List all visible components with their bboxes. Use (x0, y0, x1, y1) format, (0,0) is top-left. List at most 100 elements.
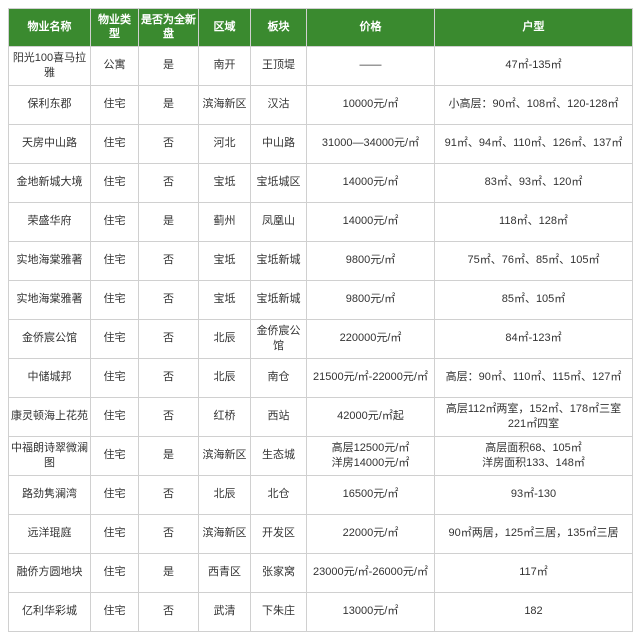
cell-price: 10000元/㎡ (307, 85, 435, 124)
cell-plate: 南仓 (251, 358, 307, 397)
col-header-name: 物业名称 (9, 9, 91, 47)
cell-region: 武清 (199, 592, 251, 631)
table-row: 阳光100喜马拉雅公寓是南开王顶堤——47㎡-135㎡ (9, 46, 633, 85)
cell-new: 否 (139, 358, 199, 397)
cell-new: 是 (139, 553, 199, 592)
cell-price: 13000元/㎡ (307, 592, 435, 631)
table-row: 亿利华彩城住宅否武清下朱庄13000元/㎡182 (9, 592, 633, 631)
cell-region: 滨海新区 (199, 85, 251, 124)
cell-layout: 75㎡、76㎡、85㎡、105㎡ (435, 241, 633, 280)
cell-name: 保利东郡 (9, 85, 91, 124)
cell-plate: 汉沽 (251, 85, 307, 124)
table-row: 保利东郡住宅是滨海新区汉沽10000元/㎡小高层：90㎡、108㎡、120-12… (9, 85, 633, 124)
col-header-layout: 户型 (435, 9, 633, 47)
cell-name: 康灵顿海上花苑 (9, 397, 91, 436)
cell-plate: 王顶堤 (251, 46, 307, 85)
cell-name: 中福朗诗翠微澜图 (9, 436, 91, 475)
cell-name: 亿利华彩城 (9, 592, 91, 631)
cell-type: 住宅 (91, 358, 139, 397)
cell-name: 金侨宸公馆 (9, 319, 91, 358)
cell-type: 住宅 (91, 475, 139, 514)
table-row: 实地海棠雅著住宅否宝坻宝坻新城9800元/㎡75㎡、76㎡、85㎡、105㎡ (9, 241, 633, 280)
cell-layout: 118㎡、128㎡ (435, 202, 633, 241)
cell-type: 住宅 (91, 514, 139, 553)
property-table: 物业名称 物业类型 是否为全新盘 区域 板块 价格 户型 阳光100喜马拉雅公寓… (8, 8, 633, 632)
table-row: 路劲隽澜湾住宅否北辰北仓16500元/㎡93㎡-130 (9, 475, 633, 514)
cell-price: 高层12500元/㎡洋房14000元/㎡ (307, 436, 435, 475)
cell-price: 14000元/㎡ (307, 202, 435, 241)
cell-new: 是 (139, 202, 199, 241)
table-header-row: 物业名称 物业类型 是否为全新盘 区域 板块 价格 户型 (9, 9, 633, 47)
col-header-type: 物业类型 (91, 9, 139, 47)
cell-plate: 开发区 (251, 514, 307, 553)
cell-layout: 85㎡、105㎡ (435, 280, 633, 319)
col-header-price: 价格 (307, 9, 435, 47)
cell-layout: 高层：90㎡、110㎡、115㎡、127㎡ (435, 358, 633, 397)
table-row: 中储城邦住宅否北辰南仓21500元/㎡-22000元/㎡高层：90㎡、110㎡、… (9, 358, 633, 397)
cell-plate: 西站 (251, 397, 307, 436)
cell-price: —— (307, 46, 435, 85)
col-header-region: 区域 (199, 9, 251, 47)
cell-type: 公寓 (91, 46, 139, 85)
cell-region: 北辰 (199, 319, 251, 358)
cell-plate: 宝坻新城 (251, 241, 307, 280)
cell-name: 金地新城大境 (9, 163, 91, 202)
cell-new: 否 (139, 592, 199, 631)
cell-name: 路劲隽澜湾 (9, 475, 91, 514)
cell-plate: 中山路 (251, 124, 307, 163)
cell-price: 22000元/㎡ (307, 514, 435, 553)
cell-layout: 83㎡、93㎡、120㎡ (435, 163, 633, 202)
cell-new: 否 (139, 163, 199, 202)
cell-type: 住宅 (91, 241, 139, 280)
cell-new: 是 (139, 46, 199, 85)
cell-plate: 生态城 (251, 436, 307, 475)
cell-layout: 高层面积68、105㎡洋房面积133、148㎡ (435, 436, 633, 475)
cell-type: 住宅 (91, 280, 139, 319)
cell-price: 16500元/㎡ (307, 475, 435, 514)
cell-type: 住宅 (91, 85, 139, 124)
cell-new: 是 (139, 436, 199, 475)
cell-region: 滨海新区 (199, 514, 251, 553)
cell-layout: 小高层：90㎡、108㎡、120-128㎡ (435, 85, 633, 124)
cell-region: 红桥 (199, 397, 251, 436)
cell-region: 河北 (199, 124, 251, 163)
table-row: 远洋琨庭住宅否滨海新区开发区22000元/㎡90㎡两居，125㎡三居，135㎡三… (9, 514, 633, 553)
cell-layout: 93㎡-130 (435, 475, 633, 514)
cell-price: 14000元/㎡ (307, 163, 435, 202)
cell-price: 220000元/㎡ (307, 319, 435, 358)
cell-new: 否 (139, 124, 199, 163)
cell-region: 北辰 (199, 475, 251, 514)
cell-new: 否 (139, 514, 199, 553)
cell-name: 阳光100喜马拉雅 (9, 46, 91, 85)
table-row: 中福朗诗翠微澜图住宅是滨海新区生态城高层12500元/㎡洋房14000元/㎡高层… (9, 436, 633, 475)
cell-type: 住宅 (91, 124, 139, 163)
cell-type: 住宅 (91, 319, 139, 358)
cell-region: 蓟州 (199, 202, 251, 241)
cell-price: 9800元/㎡ (307, 280, 435, 319)
cell-layout: 117㎡ (435, 553, 633, 592)
cell-region: 宝坻 (199, 241, 251, 280)
cell-new: 是 (139, 85, 199, 124)
cell-new: 否 (139, 475, 199, 514)
cell-layout: 90㎡两居，125㎡三居，135㎡三居 (435, 514, 633, 553)
cell-plate: 北仓 (251, 475, 307, 514)
cell-name: 天房中山路 (9, 124, 91, 163)
table-row: 康灵顿海上花苑住宅否红桥西站42000元/㎡起高层112㎡两室，152㎡、178… (9, 397, 633, 436)
cell-type: 住宅 (91, 397, 139, 436)
cell-type: 住宅 (91, 436, 139, 475)
cell-layout: 高层112㎡两室，152㎡、178㎡三室221㎡四室 (435, 397, 633, 436)
col-header-plate: 板块 (251, 9, 307, 47)
cell-layout: 91㎡、94㎡、110㎡、126㎡、137㎡ (435, 124, 633, 163)
cell-region: 滨海新区 (199, 436, 251, 475)
cell-region: 宝坻 (199, 280, 251, 319)
cell-plate: 凤凰山 (251, 202, 307, 241)
cell-plate: 金侨宸公馆 (251, 319, 307, 358)
cell-name: 实地海棠雅著 (9, 280, 91, 319)
cell-type: 住宅 (91, 202, 139, 241)
table-row: 天房中山路住宅否河北中山路31000—34000元/㎡91㎡、94㎡、110㎡、… (9, 124, 633, 163)
cell-type: 住宅 (91, 163, 139, 202)
cell-price: 23000元/㎡-26000元/㎡ (307, 553, 435, 592)
cell-plate: 张家窝 (251, 553, 307, 592)
cell-region: 北辰 (199, 358, 251, 397)
table-row: 荣盛华府住宅是蓟州凤凰山14000元/㎡118㎡、128㎡ (9, 202, 633, 241)
